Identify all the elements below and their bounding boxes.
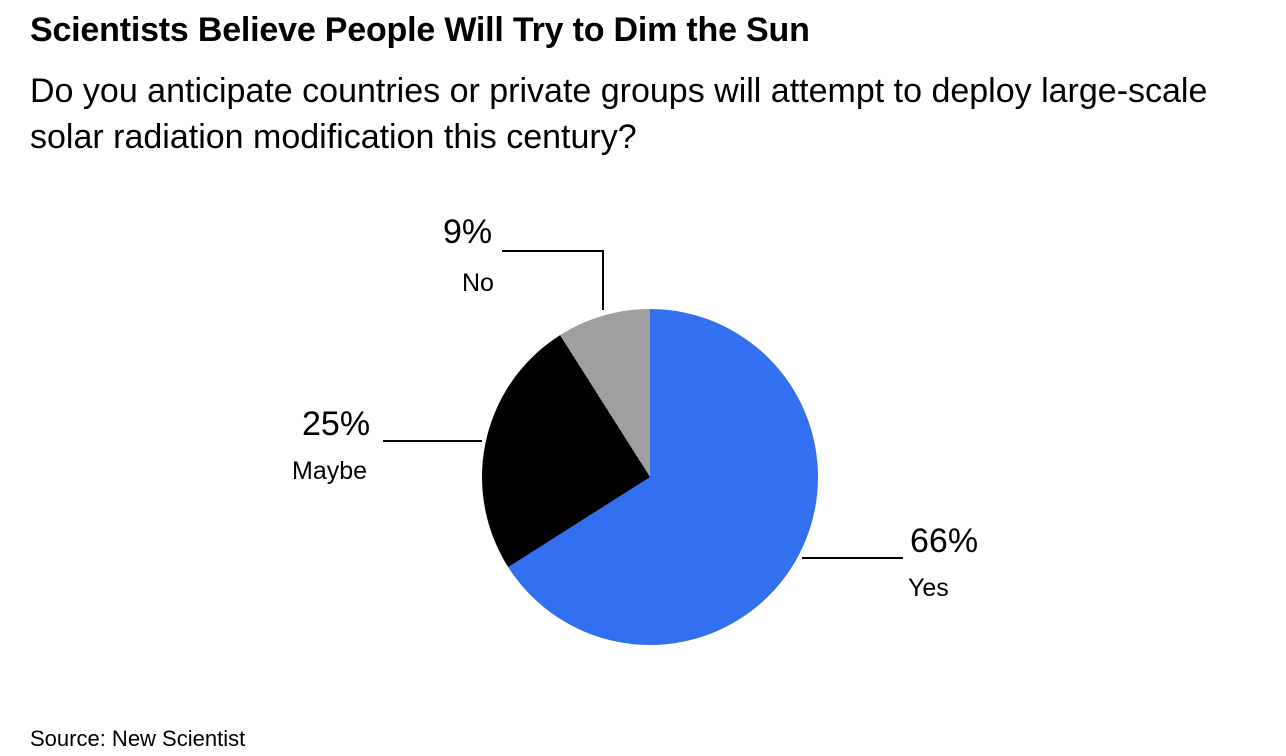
chart-subtitle: Do you anticipate countries or private g… [30, 72, 1208, 156]
source-attribution: Source: New Scientist [30, 726, 246, 751]
leader-line-yes [802, 557, 903, 559]
pie-chart [482, 309, 818, 645]
slice-percent-label-no: 9% [443, 213, 493, 251]
leader-line-no-vertical [602, 250, 604, 310]
chart-title: Scientists Believe People Will Try to Di… [30, 11, 810, 49]
leader-line-no-horizontal [502, 250, 604, 252]
slice-category-label-maybe: Maybe [292, 457, 368, 485]
slice-percent-label-yes: 66% [910, 522, 979, 560]
leader-line-maybe [383, 440, 482, 442]
slice-category-label-yes: Yes [908, 574, 949, 602]
slice-percent-label-maybe: 25% [302, 405, 371, 443]
slice-category-label-no: No [462, 269, 494, 297]
